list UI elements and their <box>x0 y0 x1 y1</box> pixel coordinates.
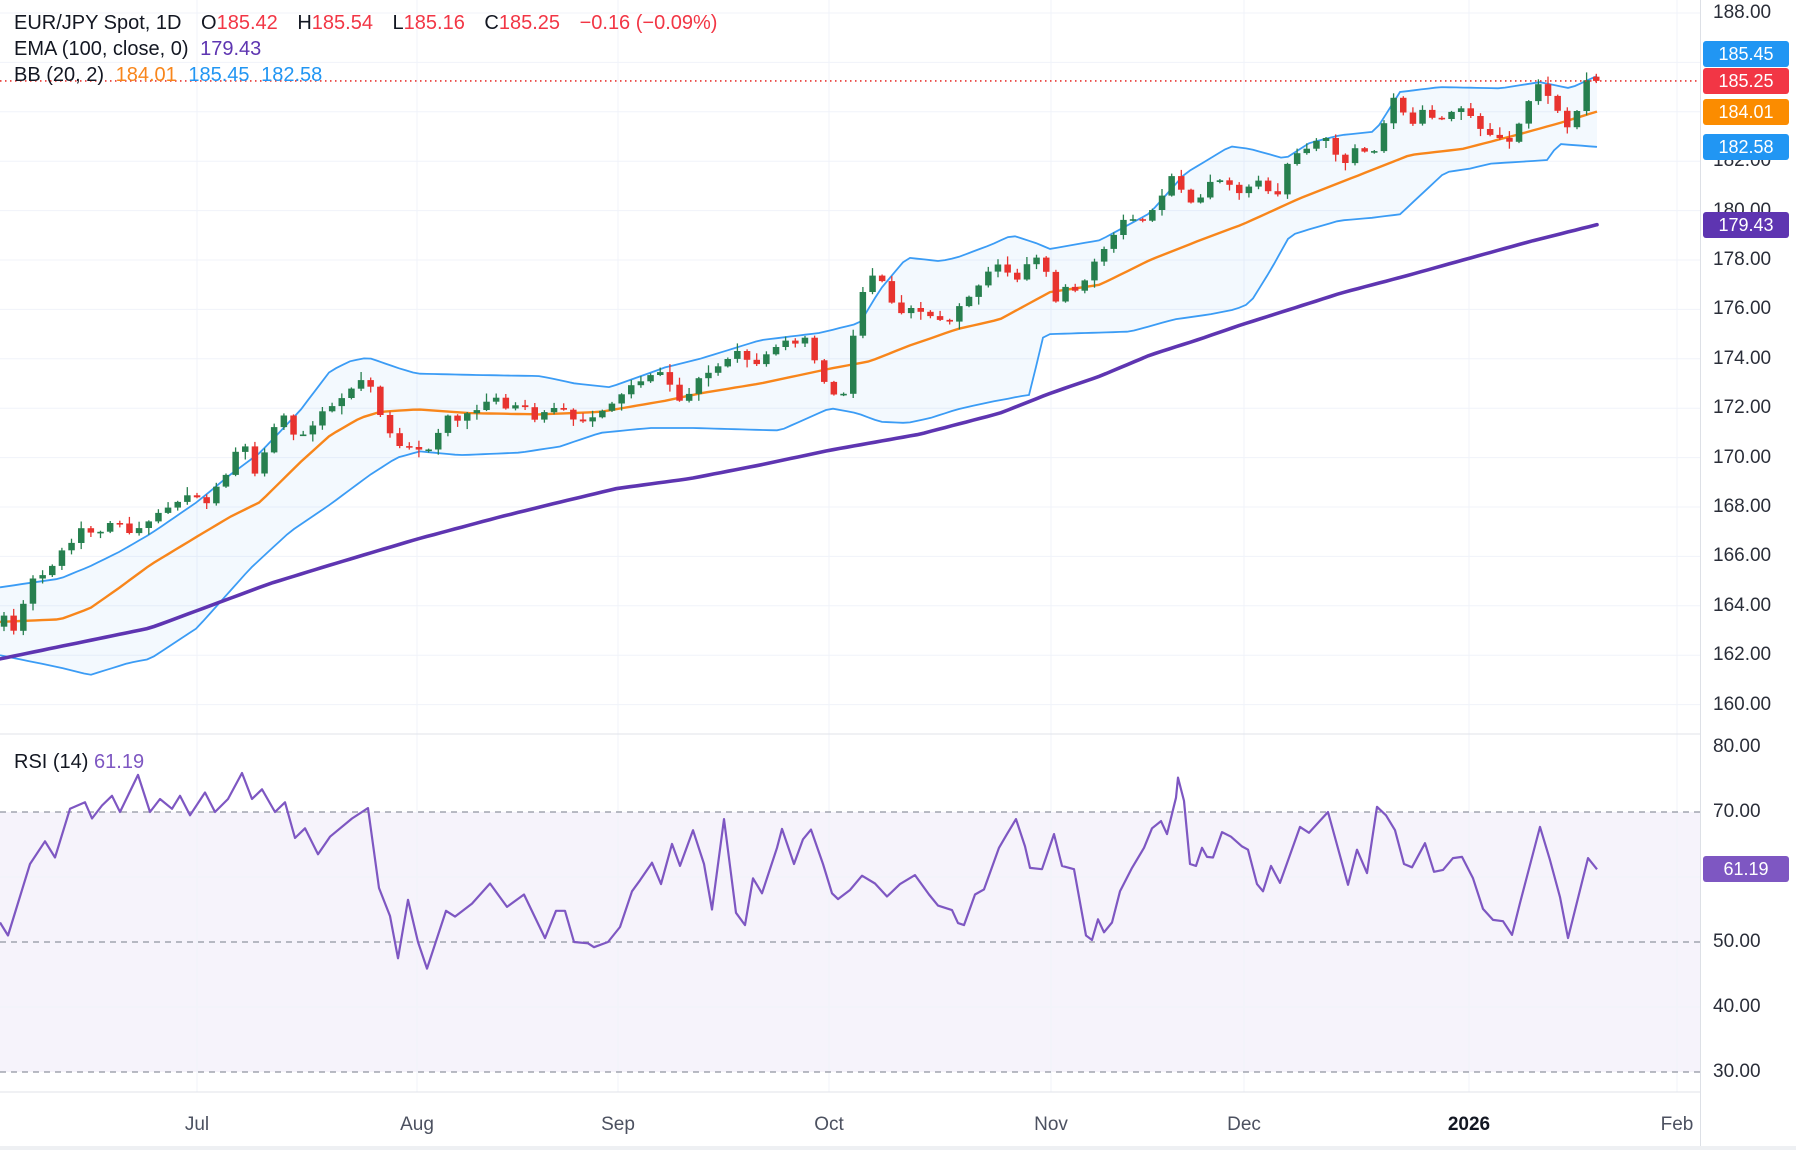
bollinger-lower-line <box>0 143 1598 676</box>
rsi-tick-label: 50.00 <box>1713 931 1761 952</box>
price-tick-label: 176.00 <box>1713 298 1772 320</box>
candles-layer <box>0 72 1600 636</box>
price-tick-label: 170.00 <box>1713 446 1772 468</box>
bb-lower-badge: 182.58 <box>1703 133 1789 160</box>
price-tick-label: 166.00 <box>1713 545 1772 567</box>
time-label-nov: Nov <box>1034 1114 1068 1135</box>
rsi-tick-label: 70.00 <box>1713 801 1761 822</box>
price-scale[interactable]: 188.00 182.00 180.00 178.00 176.00 174.00 172.… <box>1700 0 1796 1150</box>
rsi-tick-label: 30.00 <box>1713 1061 1761 1082</box>
last-price-badge: 185.25 <box>1703 67 1789 94</box>
bb-basis-badge: 184.01 <box>1703 98 1789 125</box>
rsi-tick-label: 80.00 <box>1713 736 1761 757</box>
time-label-jul: Jul <box>184 1114 210 1135</box>
rsi-level-lines <box>0 811 1700 1073</box>
ema-line <box>0 222 1599 661</box>
price-tick-label: 162.00 <box>1713 644 1772 666</box>
time-label-oct: Oct <box>814 1114 844 1135</box>
time-label-2026: 2026 <box>1447 1114 1491 1135</box>
rsi-badge: 61.19 <box>1703 856 1789 883</box>
time-label-aug: Aug <box>400 1114 434 1135</box>
rsi-label: RSI (14) <box>14 751 89 773</box>
price-tick-label: 172.00 <box>1713 397 1772 419</box>
rsi-value: 61.19 <box>94 751 145 773</box>
time-label-feb: Feb <box>1660 1114 1694 1135</box>
rsi-tick-label: 40.00 <box>1713 996 1761 1017</box>
price-tick-label: 174.00 <box>1713 347 1772 369</box>
time-scale[interactable]: Jul Aug Sep Oct Nov Dec 2026 Feb <box>0 1092 1700 1150</box>
time-label-dec: Dec <box>1227 1114 1261 1135</box>
rsi-legend-row: RSI (14) 61.19 <box>14 749 144 775</box>
ema-badge: 179.43 <box>1703 211 1789 238</box>
bollinger-basis-line <box>0 110 1598 624</box>
price-tick-label: 168.00 <box>1713 496 1772 517</box>
price-tick-label: 188.00 <box>1713 2 1772 23</box>
rsi-line <box>0 771 1598 970</box>
price-tick-label: 160.00 <box>1713 693 1772 715</box>
time-label-sep: Sep <box>601 1114 635 1135</box>
price-tick-label: 178.00 <box>1713 249 1772 270</box>
bottom-border <box>0 1146 1796 1150</box>
panel-separators <box>0 733 1796 1093</box>
price-tick-label: 164.00 <box>1713 594 1772 616</box>
bb-upper-badge: 185.45 <box>1703 40 1789 67</box>
